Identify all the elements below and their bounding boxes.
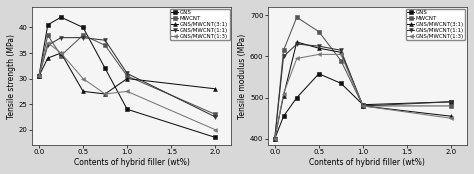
GNS <box>360 104 366 106</box>
Legend: GNS, MWCNT, GNS/MWCNT(3:1), GNS/MWCNT(1:1), GNS/MWCNT(1:3): GNS, MWCNT, GNS/MWCNT(3:1), GNS/MWCNT(1:… <box>406 9 465 40</box>
GNS/MWCNT(3:1) <box>316 47 322 49</box>
GNS/MWCNT(3:1) <box>294 41 300 43</box>
GNS/MWCNT(1:1) <box>448 101 454 103</box>
GNS/MWCNT(1:1) <box>338 49 344 51</box>
GNS <box>272 138 278 140</box>
GNS/MWCNT(1:3) <box>316 53 322 55</box>
GNS/MWCNT(1:3) <box>212 129 218 131</box>
GNS <box>45 24 51 26</box>
GNS/MWCNT(3:1) <box>102 93 108 95</box>
MWCNT <box>338 60 344 62</box>
GNS/MWCNT(1:1) <box>212 116 218 118</box>
X-axis label: Contents of hybrid filler (wt%): Contents of hybrid filler (wt%) <box>73 158 190 167</box>
GNS <box>448 101 454 103</box>
GNS/MWCNT(1:3) <box>294 57 300 60</box>
GNS <box>36 75 42 77</box>
GNS/MWCNT(3:1) <box>448 115 454 117</box>
GNS/MWCNT(1:1) <box>360 105 366 107</box>
Line: GNS/MWCNT(1:3): GNS/MWCNT(1:3) <box>273 52 453 141</box>
MWCNT <box>294 16 300 18</box>
GNS/MWCNT(1:3) <box>338 53 344 55</box>
MWCNT <box>272 138 278 140</box>
MWCNT <box>281 49 286 51</box>
GNS/MWCNT(3:1) <box>36 75 42 77</box>
GNS/MWCNT(3:1) <box>58 52 64 54</box>
Line: GNS: GNS <box>37 15 218 139</box>
GNS <box>212 136 218 139</box>
Line: GNS: GNS <box>273 72 453 141</box>
MWCNT <box>80 34 86 36</box>
GNS/MWCNT(1:3) <box>281 93 286 95</box>
MWCNT <box>316 31 322 33</box>
GNS <box>124 108 130 110</box>
GNS/MWCNT(3:1) <box>272 138 278 140</box>
GNS <box>102 67 108 69</box>
GNS/MWCNT(3:1) <box>124 78 130 80</box>
GNS/MWCNT(1:1) <box>45 44 51 46</box>
Y-axis label: Tensile modulus (MPa): Tensile modulus (MPa) <box>238 33 247 119</box>
MWCNT <box>360 105 366 107</box>
GNS/MWCNT(1:3) <box>80 78 86 80</box>
GNS/MWCNT(1:1) <box>36 75 42 77</box>
GNS/MWCNT(3:1) <box>80 90 86 92</box>
MWCNT <box>448 105 454 107</box>
GNS/MWCNT(1:1) <box>272 138 278 140</box>
MWCNT <box>45 34 51 36</box>
GNS/MWCNT(1:1) <box>294 43 300 45</box>
Line: MWCNT: MWCNT <box>37 33 218 116</box>
Line: GNS/MWCNT(3:1): GNS/MWCNT(3:1) <box>273 40 453 141</box>
GNS/MWCNT(1:3) <box>448 117 454 119</box>
Legend: GNS, MWCNT, GNS/MWCNT(3:1), GNS/MWCNT(1:1), GNS/MWCNT(1:3): GNS, MWCNT, GNS/MWCNT(3:1), GNS/MWCNT(1:… <box>170 9 229 40</box>
MWCNT <box>102 44 108 46</box>
MWCNT <box>36 75 42 77</box>
Line: GNS/MWCNT(1:1): GNS/MWCNT(1:1) <box>273 42 453 141</box>
GNS <box>338 82 344 84</box>
X-axis label: Contents of hybrid filler (wt%): Contents of hybrid filler (wt%) <box>310 158 425 167</box>
GNS/MWCNT(1:1) <box>102 39 108 41</box>
GNS/MWCNT(1:3) <box>36 75 42 77</box>
Line: GNS/MWCNT(1:3): GNS/MWCNT(1:3) <box>37 41 218 132</box>
GNS <box>294 97 300 99</box>
Line: GNS/MWCNT(3:1): GNS/MWCNT(3:1) <box>37 51 218 96</box>
MWCNT <box>124 75 130 77</box>
GNS/MWCNT(1:3) <box>272 138 278 140</box>
GNS <box>316 73 322 75</box>
GNS/MWCNT(1:3) <box>45 42 51 44</box>
Y-axis label: Tensile strength (MPa): Tensile strength (MPa) <box>7 34 16 118</box>
GNS/MWCNT(3:1) <box>360 105 366 107</box>
GNS/MWCNT(1:1) <box>281 55 286 57</box>
GNS/MWCNT(3:1) <box>338 51 344 53</box>
GNS/MWCNT(1:3) <box>124 90 130 92</box>
MWCNT <box>212 113 218 116</box>
GNS/MWCNT(1:3) <box>360 105 366 107</box>
Line: MWCNT: MWCNT <box>273 15 453 141</box>
GNS/MWCNT(1:1) <box>80 37 86 39</box>
GNS/MWCNT(1:3) <box>102 93 108 95</box>
GNS/MWCNT(3:1) <box>45 57 51 59</box>
GNS <box>80 26 86 29</box>
GNS/MWCNT(1:1) <box>58 37 64 39</box>
Line: GNS/MWCNT(1:1): GNS/MWCNT(1:1) <box>37 36 218 119</box>
GNS/MWCNT(3:1) <box>281 95 286 97</box>
GNS/MWCNT(1:1) <box>124 72 130 74</box>
GNS <box>58 16 64 18</box>
GNS/MWCNT(1:1) <box>316 45 322 47</box>
GNS/MWCNT(3:1) <box>212 88 218 90</box>
GNS/MWCNT(1:3) <box>58 52 64 54</box>
MWCNT <box>58 54 64 57</box>
GNS <box>281 115 286 117</box>
